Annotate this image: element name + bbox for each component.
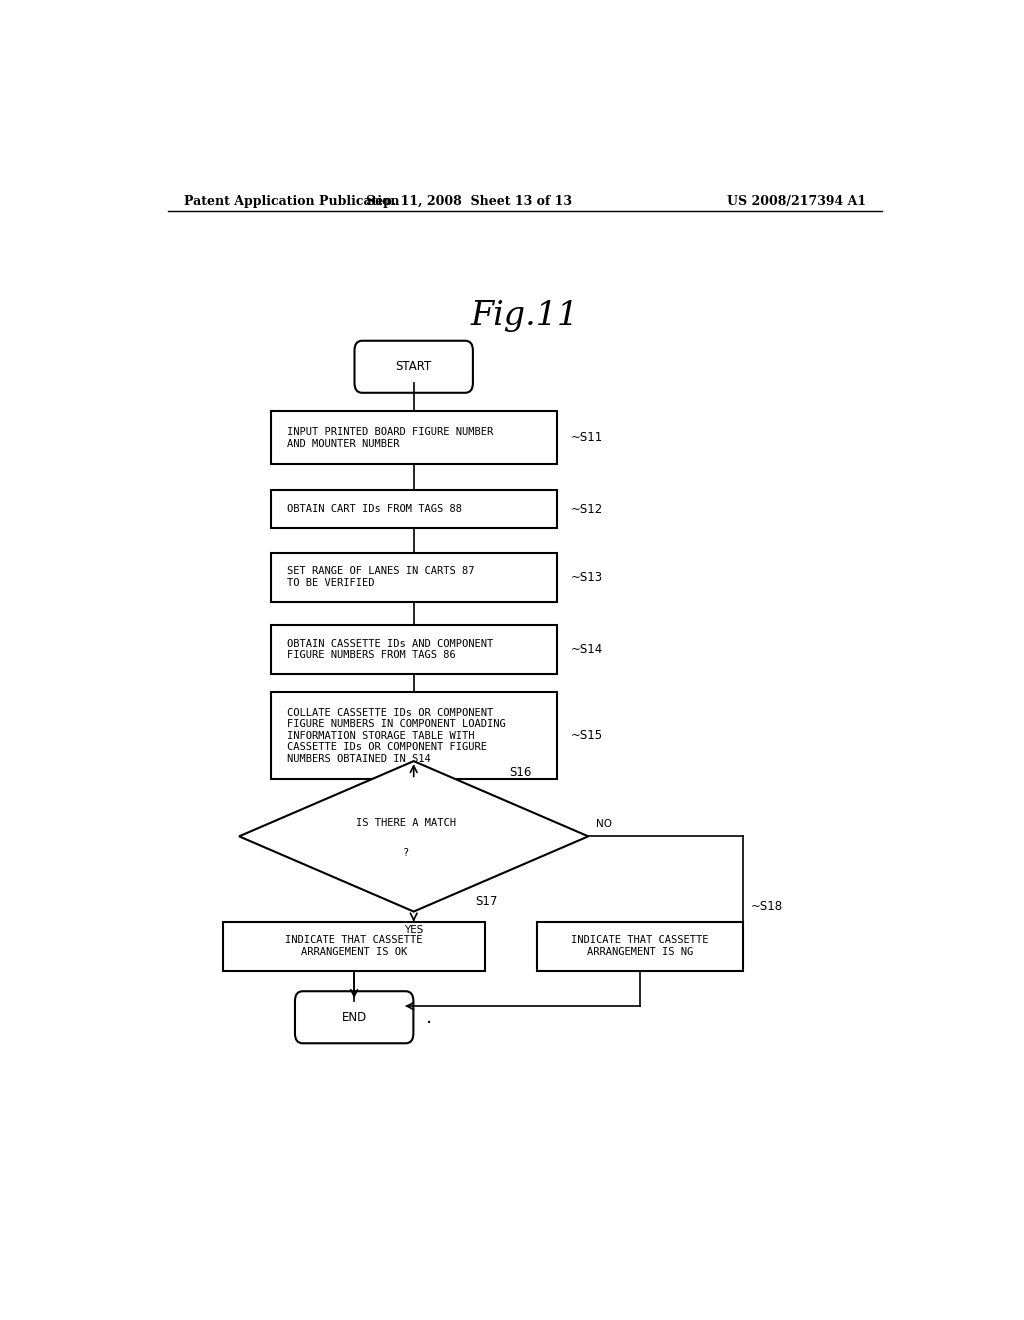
Text: INPUT PRINTED BOARD FIGURE NUMBER
AND MOUNTER NUMBER: INPUT PRINTED BOARD FIGURE NUMBER AND MO… (287, 428, 493, 449)
Text: Sep. 11, 2008  Sheet 13 of 13: Sep. 11, 2008 Sheet 13 of 13 (367, 194, 572, 207)
Text: END: END (342, 1011, 367, 1024)
Polygon shape (239, 762, 588, 912)
Text: ~S12: ~S12 (570, 503, 603, 516)
Bar (270, 624, 557, 673)
Text: START: START (395, 360, 432, 374)
FancyBboxPatch shape (354, 341, 473, 393)
Text: Patent Application Publication: Patent Application Publication (183, 194, 399, 207)
Text: OBTAIN CART IDs FROM TAGS 88: OBTAIN CART IDs FROM TAGS 88 (287, 504, 462, 513)
Text: INDICATE THAT CASSETTE
ARRANGEMENT IS OK: INDICATE THAT CASSETTE ARRANGEMENT IS OK (286, 936, 423, 957)
Bar (537, 921, 743, 970)
Text: YES: YES (404, 925, 423, 935)
Text: Fig.11: Fig.11 (471, 300, 579, 331)
FancyBboxPatch shape (295, 991, 414, 1043)
Text: ~S18: ~S18 (751, 900, 783, 913)
Text: ~S11: ~S11 (570, 432, 603, 445)
Bar (270, 692, 557, 779)
Text: ~S14: ~S14 (570, 643, 603, 656)
Bar (270, 412, 557, 465)
Bar (270, 490, 557, 528)
Text: NO: NO (596, 820, 612, 829)
Text: S17: S17 (475, 895, 498, 908)
Text: ~S13: ~S13 (570, 570, 603, 583)
Bar (270, 553, 557, 602)
Text: ~S15: ~S15 (570, 729, 603, 742)
Text: ?: ? (402, 847, 409, 858)
Text: OBTAIN CASSETTE IDs AND COMPONENT
FIGURE NUMBERS FROM TAGS 86: OBTAIN CASSETTE IDs AND COMPONENT FIGURE… (287, 639, 493, 660)
Text: INDICATE THAT CASSETTE
ARRANGEMENT IS NG: INDICATE THAT CASSETTE ARRANGEMENT IS NG (571, 936, 709, 957)
Text: COLLATE CASSETTE IDs OR COMPONENT
FIGURE NUMBERS IN COMPONENT LOADING
INFORMATIO: COLLATE CASSETTE IDs OR COMPONENT FIGURE… (287, 708, 506, 764)
Text: S16: S16 (510, 766, 532, 779)
Bar (223, 921, 485, 970)
Text: IS THERE A MATCH: IS THERE A MATCH (355, 818, 456, 828)
Text: .: . (426, 1007, 432, 1027)
Text: SET RANGE OF LANES IN CARTS 87
TO BE VERIFIED: SET RANGE OF LANES IN CARTS 87 TO BE VER… (287, 566, 474, 587)
Text: US 2008/217394 A1: US 2008/217394 A1 (727, 194, 866, 207)
